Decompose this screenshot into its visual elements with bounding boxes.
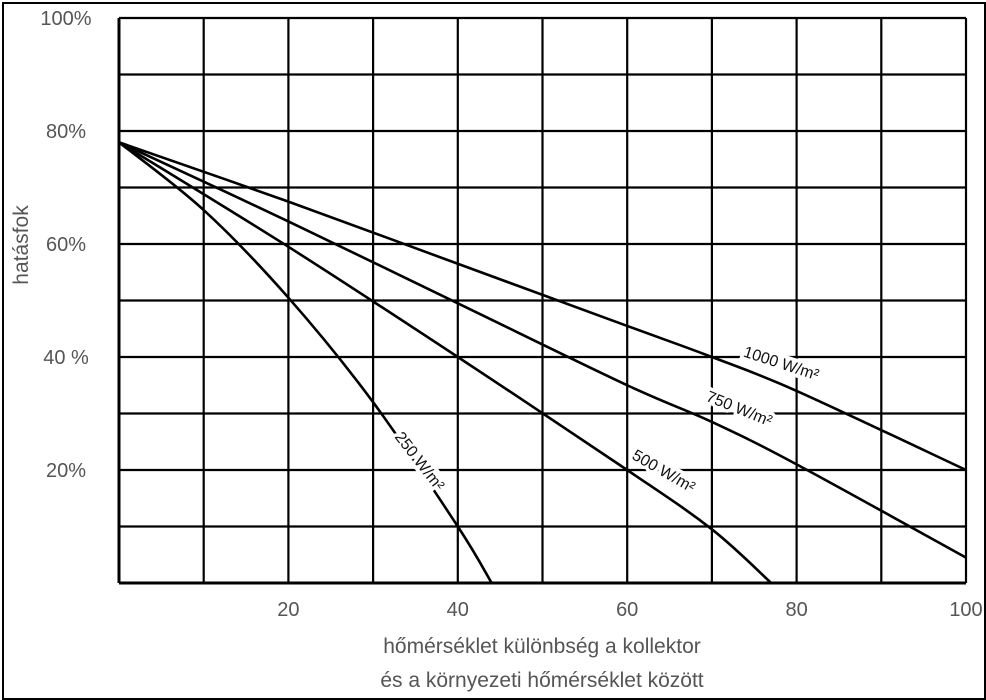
y-axis-label: hatásfok (10, 205, 33, 285)
y-tick-label: 60% (46, 234, 86, 256)
series-line-0 (118, 141, 967, 472)
x-axis-label-line1: hőmérséklet különbség a kollektor (383, 635, 701, 658)
series-line-3 (118, 141, 493, 584)
x-tick-label: 100 (949, 599, 982, 621)
grid (117, 16, 968, 585)
y-tick-label: 100% (40, 8, 91, 30)
series-label-3: 250 W/m² (391, 429, 448, 495)
x-tick-label: 60 (616, 599, 638, 621)
y-tick-label: 80% (46, 121, 86, 143)
x-axis-label-line2: és a környezeti hőmérséklet között (380, 669, 703, 692)
x-tick-label: 80 (785, 599, 807, 621)
series-line-2 (118, 141, 773, 584)
ticks: 20 40 60 80 100 20% 40 % 60% 80% 100% (40, 8, 982, 621)
series-label-2: 500 W/m² (629, 447, 698, 497)
series-line-1 (118, 141, 967, 559)
series-layer (118, 141, 967, 584)
x-tick-label: 40 (447, 599, 469, 621)
x-tick-label: 20 (277, 599, 299, 621)
series-label-0: 1000 W/m² (741, 344, 821, 385)
y-tick-label: 20% (46, 460, 86, 482)
y-tick-label: 40 % (43, 347, 89, 369)
